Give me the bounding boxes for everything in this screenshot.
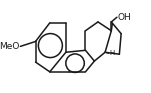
Text: MeO: MeO xyxy=(0,42,20,51)
Text: H: H xyxy=(110,50,115,56)
Text: OH: OH xyxy=(117,13,131,22)
